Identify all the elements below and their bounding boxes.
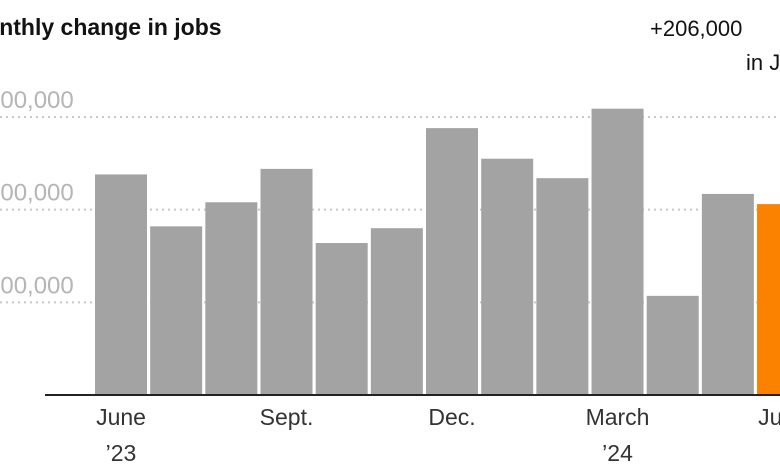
x-tick-label: March: [586, 404, 650, 430]
bar: [646, 295, 699, 395]
bar: [95, 174, 147, 395]
bar: [260, 168, 313, 395]
bar: [701, 193, 754, 395]
y-tick-label: 200,000: [0, 180, 74, 207]
y-tick-label: 300,000: [0, 87, 74, 114]
bar: [591, 108, 644, 395]
x-tick-label: June: [758, 404, 780, 430]
x-tick-sublabel: ’23: [106, 440, 137, 466]
bar: [536, 178, 589, 395]
y-tick-label: 100,000: [0, 272, 74, 299]
x-tick-label: Sept.: [260, 404, 314, 430]
bar: [150, 226, 203, 395]
bar: [370, 228, 423, 395]
bar: [481, 158, 534, 395]
x-tick-sublabel: ’24: [602, 440, 633, 466]
bar: [205, 202, 258, 395]
bar: [757, 204, 780, 395]
bar: [315, 243, 368, 395]
annotation-subtext: in June: [746, 50, 780, 75]
chart-title: Monthly change in jobs: [0, 14, 222, 40]
x-tick-label: June: [96, 404, 146, 430]
annotation: +206,000: [650, 16, 742, 41]
bar: [426, 128, 479, 395]
x-tick-label: Dec.: [428, 404, 475, 430]
